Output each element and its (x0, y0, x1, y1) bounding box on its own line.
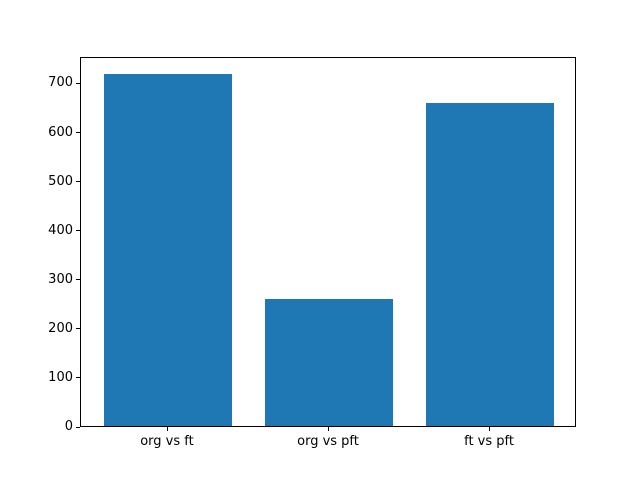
y-tick-label: 400 (48, 222, 73, 238)
y-tick-mark (76, 377, 80, 379)
bar-ft-vs-pft (425, 102, 555, 426)
y-tick-mark (76, 230, 80, 232)
y-tick-mark (76, 82, 80, 84)
y-tick-label: 100 (48, 369, 73, 385)
y-tick-label: 600 (48, 124, 73, 140)
x-tick-label: org vs pft (297, 434, 359, 449)
plot-area (80, 57, 576, 427)
y-tick-mark (76, 279, 80, 281)
y-tick-label: 500 (48, 173, 73, 189)
x-tick-label: ft vs pft (464, 434, 514, 449)
bar-org-vs-pft (264, 299, 394, 426)
y-tick-mark (76, 181, 80, 183)
x-tick-mark (489, 427, 491, 431)
y-tick-mark (76, 328, 80, 330)
y-tick-label: 700 (48, 75, 73, 91)
x-tick-mark (328, 427, 329, 431)
y-tick-label: 200 (48, 320, 73, 336)
x-tick-mark (166, 427, 168, 431)
y-tick-mark (76, 132, 80, 134)
bar-org-vs-ft (103, 73, 233, 426)
y-tick-label: 300 (48, 271, 73, 287)
y-tick-label: 0 (64, 419, 73, 434)
x-tick-label: org vs ft (140, 434, 194, 449)
y-tick-mark (76, 426, 80, 428)
